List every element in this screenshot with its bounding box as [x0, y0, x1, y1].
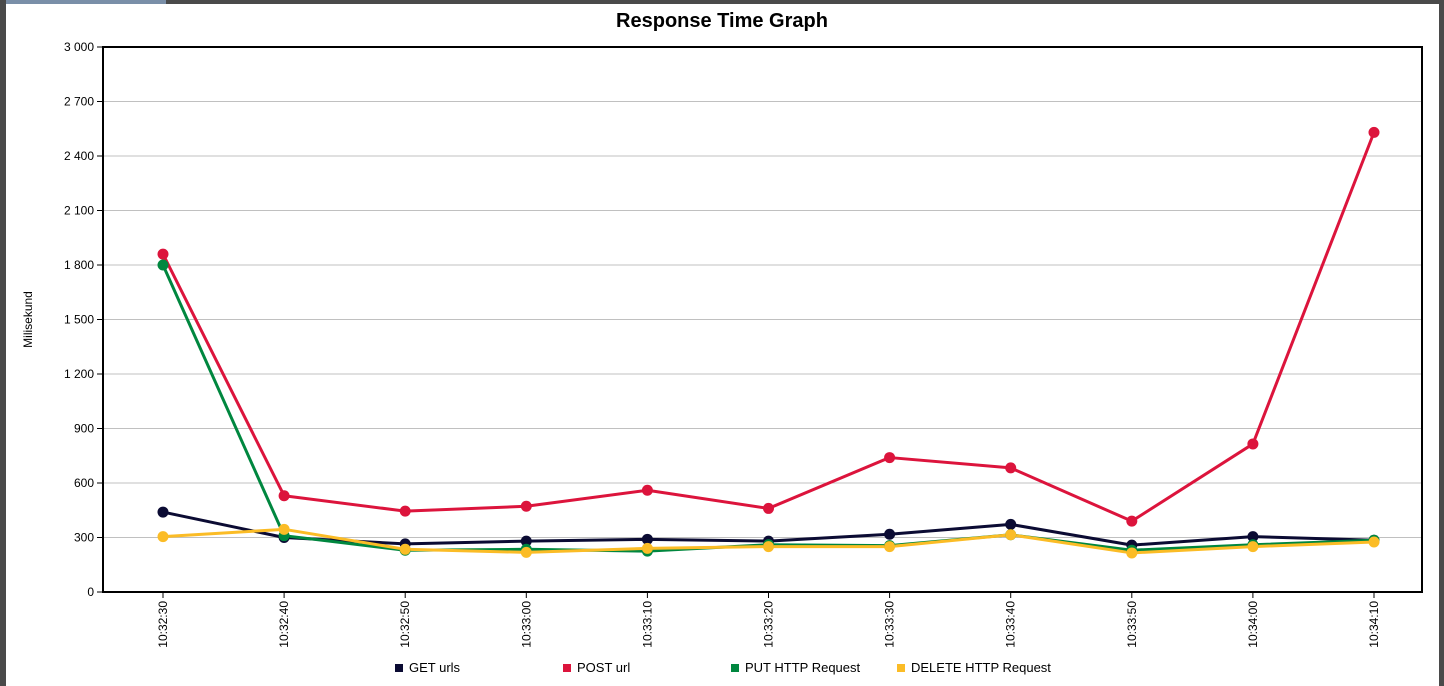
data-point [157, 506, 169, 518]
x-tick-label: 10:33:30 [883, 601, 897, 648]
x-tick-label: 10:33:00 [519, 601, 533, 648]
data-point [278, 490, 290, 502]
y-tick-label: 0 [87, 585, 94, 599]
legend-label: PUT HTTP Request [745, 660, 861, 675]
x-tick-label: 10:32:50 [398, 601, 412, 648]
y-tick-label: 1 800 [64, 258, 94, 272]
data-point [763, 541, 774, 553]
legend-item: DELETE HTTP Request [897, 660, 1051, 675]
y-tick-label: 300 [74, 531, 94, 545]
data-point [1126, 515, 1138, 527]
x-tick-label: 10:34:00 [1246, 601, 1260, 648]
y-tick-label: 2 100 [64, 204, 94, 218]
legend-swatch [897, 663, 905, 672]
legend-swatch [731, 663, 739, 672]
data-point [157, 248, 169, 260]
x-tick-label: 10:34:10 [1367, 601, 1381, 648]
x-tick-label: 10:33:10 [640, 601, 654, 648]
y-tick-label: 1 200 [64, 367, 94, 381]
y-tick-label: 900 [74, 422, 94, 436]
data-point [641, 484, 653, 496]
y-axis-label: Milisekund [21, 291, 35, 348]
legend-label: POST url [577, 660, 631, 675]
data-point [520, 500, 532, 512]
data-point [641, 542, 653, 554]
data-point [1126, 547, 1138, 559]
data-point [157, 259, 169, 271]
y-tick-label: 1 500 [64, 313, 94, 327]
data-point [1247, 541, 1259, 553]
data-point [1005, 462, 1017, 474]
legend-item: POST url [563, 660, 630, 675]
data-point [884, 541, 896, 553]
legend-label: DELETE HTTP Request [911, 660, 1051, 675]
window-left-border [0, 0, 6, 686]
x-tick-label: 10:33:20 [762, 601, 776, 648]
data-point [399, 543, 411, 555]
data-point [1247, 531, 1259, 543]
data-point [1368, 536, 1380, 548]
y-tick-label: 3 000 [64, 40, 94, 54]
data-point [399, 505, 411, 517]
series-line [161, 131, 1376, 523]
legend-label: GET urls [409, 660, 461, 675]
legend-item: GET urls [395, 660, 460, 675]
x-tick-label: 10:33:40 [1004, 601, 1018, 648]
data-point [520, 546, 532, 558]
y-tick-label: 2 700 [64, 95, 94, 109]
chart-legend: GET urls POST url PUT HTTP Request DELETE H… [0, 660, 1444, 680]
legend-swatch [395, 663, 403, 672]
data-point [1005, 529, 1017, 541]
window-top-border [0, 0, 1444, 4]
data-point [884, 528, 896, 540]
window-right-border [1439, 0, 1444, 686]
data-point [1247, 438, 1259, 450]
chart-title: Response Time Graph [616, 10, 828, 32]
window-tab-indicator [6, 0, 166, 4]
data-point [157, 531, 169, 543]
data-point [520, 535, 532, 547]
legend-swatch [563, 663, 571, 672]
data-point [884, 452, 896, 464]
data-point [763, 502, 774, 514]
y-tick-label: 2 400 [64, 149, 94, 163]
y-tick-label: 600 [74, 476, 94, 490]
data-point [1368, 126, 1380, 138]
legend-item: PUT HTTP Request [731, 660, 860, 675]
data-point [1005, 518, 1017, 530]
x-tick-label: 10:32:30 [156, 601, 170, 648]
data-point [278, 523, 290, 535]
data-point [641, 533, 653, 545]
x-tick-label: 10:33:50 [1125, 601, 1139, 648]
x-tick-label: 10:32:40 [277, 601, 291, 648]
